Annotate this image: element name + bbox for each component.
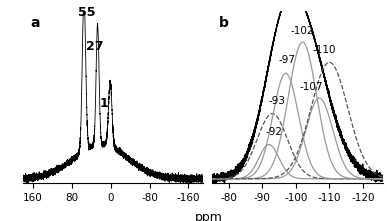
Text: a: a bbox=[31, 16, 40, 30]
Text: 1: 1 bbox=[99, 97, 108, 110]
Text: -93: -93 bbox=[269, 96, 286, 106]
Text: 27: 27 bbox=[86, 40, 104, 53]
Text: b: b bbox=[219, 16, 229, 30]
Text: -102: -102 bbox=[291, 26, 314, 36]
Text: 55: 55 bbox=[78, 6, 95, 19]
Text: ppm: ppm bbox=[195, 211, 223, 221]
Text: -92: -92 bbox=[265, 127, 283, 137]
Text: -97: -97 bbox=[279, 55, 296, 65]
Text: -110: -110 bbox=[313, 45, 336, 55]
Text: -107: -107 bbox=[299, 82, 323, 92]
